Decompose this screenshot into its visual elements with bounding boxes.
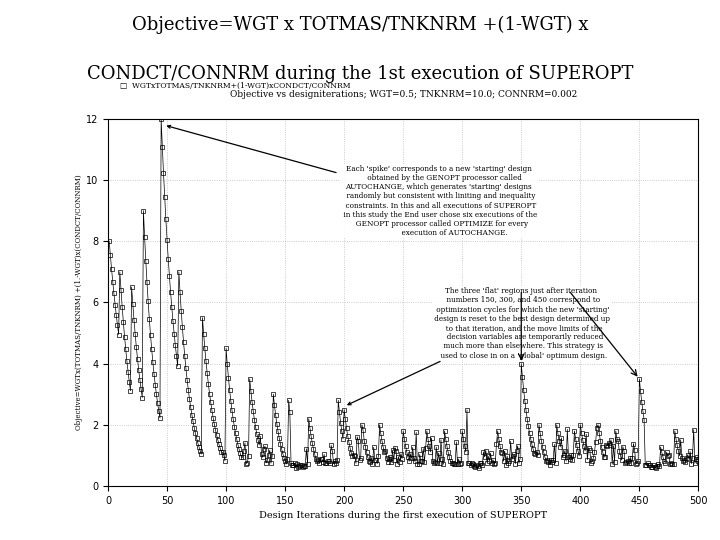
Text: Objective=WGT x TOTMAS/TNKNRM +(1-WGT) x: Objective=WGT x TOTMAS/TNKNRM +(1-WGT) x xyxy=(132,16,588,35)
X-axis label: Design Iterations during the first execution of SUPEROPT: Design Iterations during the first execu… xyxy=(259,511,547,520)
Y-axis label: Objective=WGTx(TOTMAS/TNKNRM) +(1.-WGT)x(CONDCT/CONNRM): Objective=WGTx(TOTMAS/TNKNRM) +(1.-WGT)x… xyxy=(75,174,83,430)
Text: Each 'spike' corresponds to a new 'starting' design
     obtained by the GENOPT : Each 'spike' corresponds to a new 'start… xyxy=(168,125,538,237)
Title: Objective vs designiterations; WGT=0.5; TNKNRM=10.0; CONNRM=0.002: Objective vs designiterations; WGT=0.5; … xyxy=(230,90,577,99)
Text: □  WGTxTOTMAS/TNKNRM+(1-WGT)xCONDCT/CONNRM: □ WGTxTOTMAS/TNKNRM+(1-WGT)xCONDCT/CONNR… xyxy=(120,82,351,90)
Text: CONDCT/CONNRM during the 1st execution of SUPEROPT: CONDCT/CONNRM during the 1st execution o… xyxy=(87,65,633,83)
Text: The three 'flat' regions just after iteration
  numbers 150, 300, and 450 corres: The three 'flat' regions just after iter… xyxy=(348,287,611,405)
